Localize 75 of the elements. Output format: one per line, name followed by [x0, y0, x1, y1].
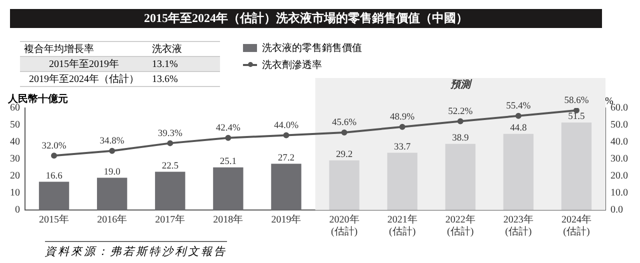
x-tick-label: 2021年 (估計) [387, 214, 418, 238]
data-label: 45.6% [332, 118, 357, 128]
data-label: 44.8 [510, 124, 527, 134]
text: 13.1% [148, 56, 220, 72]
point [51, 152, 58, 159]
data-label: 22.5 [162, 162, 179, 172]
bar [96, 178, 128, 210]
x-tick-label: 2022年 (估計) [445, 214, 476, 238]
legend-label: 洗衣液的零售銷售價值 [262, 42, 362, 54]
y-tick-label: 10 [10, 188, 20, 199]
y-tick-label: 40 [10, 136, 20, 148]
y2-tick-label: 50.0 [610, 120, 628, 131]
data-label: 52.2% [448, 107, 473, 118]
data-label: 44.0% [274, 120, 299, 131]
bar [387, 152, 418, 210]
data-label: 25.1 [220, 157, 237, 168]
y2-tick-label: 20.0 [610, 170, 628, 182]
point [283, 132, 290, 138]
y2-tick-label: 60.0 [610, 102, 628, 114]
data-label: 39.3% [158, 128, 182, 139]
data-label: 38.9 [452, 134, 469, 144]
text: 複合年均增長率 [20, 42, 148, 56]
data-label: 29.2 [336, 150, 353, 160]
bar [271, 164, 302, 210]
x-tick-label: 2017年 [155, 214, 186, 226]
bar [329, 160, 360, 210]
y2-tick-label: 0.0 [610, 204, 623, 216]
x-tick-label: 2015年 [39, 214, 70, 226]
y2-tick-label: 40.0 [610, 136, 628, 148]
data-label: 34.8% [100, 136, 124, 147]
source-note: 資料來源：弗若斯特沙利文報告 [45, 241, 227, 259]
x-tick-label: 2019年 [271, 214, 302, 226]
text: 洗衣液 [148, 42, 220, 56]
point [225, 134, 232, 141]
data-label: 27.2 [278, 154, 295, 164]
data-label: 19.0 [104, 167, 121, 178]
data-label: 33.7 [394, 142, 411, 152]
bar [38, 182, 70, 210]
bar [561, 122, 592, 210]
y-tick-label: 50 [10, 120, 20, 131]
bar [503, 134, 534, 210]
data-label: 16.6 [46, 172, 63, 182]
data-label: 55.4% [506, 102, 531, 112]
data-label: 48.9% [390, 112, 415, 123]
point [399, 124, 406, 130]
bar [155, 172, 186, 210]
text: 13.6% [148, 72, 220, 86]
legend-label: 洗衣劑滲透率 [262, 58, 322, 72]
x-tick-label: 2023年 (估計) [503, 214, 534, 238]
x-tick-label: 2024年 (估計) [561, 214, 592, 238]
y2-tick-label: 10.0 [610, 188, 628, 199]
y-tick-label: 30 [10, 154, 20, 165]
point [457, 118, 464, 124]
y-tick-label: 0 [15, 204, 20, 216]
point [341, 129, 348, 136]
band-label: 預測 [450, 78, 472, 91]
bar [213, 167, 244, 210]
point [167, 140, 174, 146]
data-label: 58.6% [564, 96, 589, 106]
text: 2015年至2019年 [20, 56, 148, 72]
y-tick-label: 60 [10, 102, 20, 114]
point [109, 148, 116, 154]
point [515, 112, 522, 119]
x-tick-label: 2016年 [97, 214, 128, 226]
y2-tick-label: 30.0 [610, 154, 628, 165]
x-tick-label: 2018年 [213, 214, 244, 226]
data-label: 32.0% [42, 141, 66, 152]
x-tick-label: 2020年 (估計) [329, 214, 360, 238]
text: 2019年至2024年（估計） [20, 72, 148, 86]
bar [445, 144, 476, 210]
data-label: 51.5 [568, 112, 586, 122]
data-label: 42.4% [216, 124, 241, 134]
y-axis-title: 人民幣十億元 [8, 92, 68, 105]
y-tick-label: 20 [10, 170, 20, 182]
chart-title: 2015年至2024年（估計）洗衣液市場的零售銷售價值（中國） [10, 9, 602, 28]
